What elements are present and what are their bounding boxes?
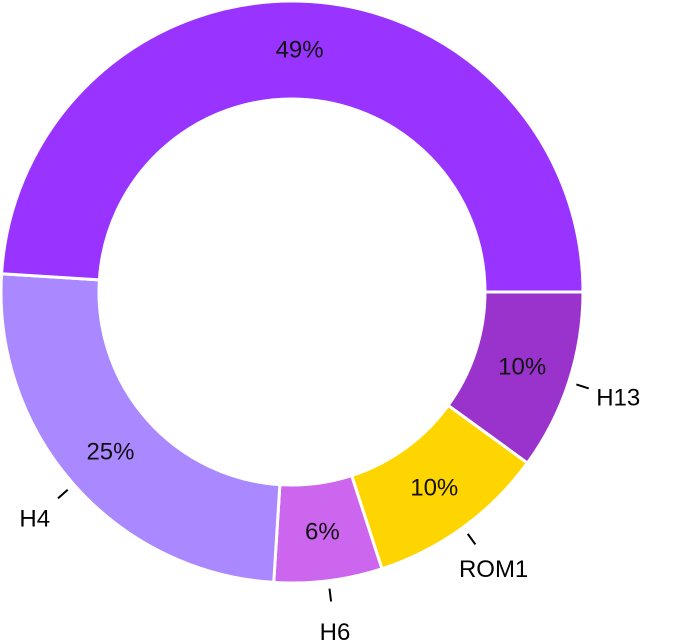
donut-slices	[0, 0, 585, 585]
category-label-h4: H4	[19, 505, 50, 532]
leader-line-h4	[57, 488, 69, 500]
leader-line-rom1	[466, 533, 477, 546]
category-label-rom1: ROM1	[459, 556, 528, 583]
slice-h14	[0, 0, 585, 294]
percent-label-h6: 6%	[305, 519, 340, 546]
slice-h4	[0, 272, 282, 585]
percent-label-h4: 25%	[86, 439, 134, 466]
leader-line-h6	[328, 588, 333, 602]
percent-label-h13: 10%	[498, 353, 546, 380]
leader-lines	[57, 383, 590, 602]
leader-line-h13	[576, 383, 590, 390]
percent-labels: 10% 10% 6% 25% 49%	[86, 37, 546, 546]
category-labels: H13ROM1H6H4H14	[19, 384, 640, 641]
category-label-h13: H13	[596, 384, 640, 411]
category-label-h6: H6	[320, 619, 351, 641]
percent-label-rom1: 10%	[410, 474, 458, 501]
percent-label-h14: 49%	[276, 37, 324, 64]
